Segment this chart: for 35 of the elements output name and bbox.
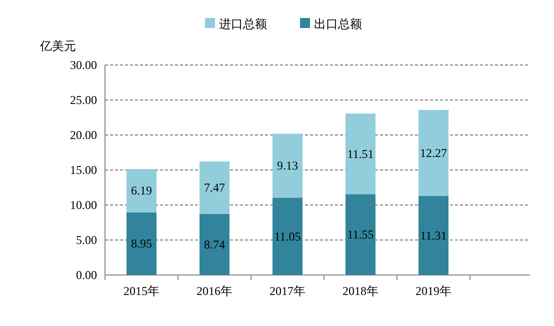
y-tick-label: 25.00 (70, 93, 97, 107)
y-tick-label: 15.00 (70, 163, 97, 177)
bar (418, 110, 448, 196)
data-label: 8.95 (131, 236, 152, 251)
bar (126, 169, 156, 212)
bar (272, 134, 302, 198)
data-label: 9.13 (277, 158, 298, 173)
data-label: 8.74 (204, 237, 225, 252)
bar (346, 194, 376, 275)
y-tick-label: 20.00 (70, 128, 97, 142)
data-label: 11.51 (347, 146, 374, 161)
bar (346, 114, 376, 194)
y-tick-label: 10.00 (70, 198, 97, 212)
data-label: 12.27 (420, 146, 447, 160)
y-axis-title: 亿美元 (39, 39, 76, 53)
y-tick-label: 0.00 (76, 268, 97, 282)
y-tick-label: 30.00 (70, 58, 97, 72)
bar (200, 162, 230, 214)
bar (272, 198, 302, 275)
x-tick-label: 2015年 (124, 284, 160, 298)
x-tick-label: 2016年 (196, 284, 232, 298)
legend-label: 出口总额 (314, 17, 362, 31)
data-label: 11.05 (274, 229, 301, 244)
data-label: 7.47 (204, 180, 225, 195)
x-tick-label: 2019年 (416, 284, 452, 298)
x-tick-label: 2018年 (342, 284, 378, 298)
data-label: 6.19 (131, 184, 152, 198)
y-tick-label: 5.00 (76, 233, 97, 247)
data-label: 11.55 (347, 228, 374, 242)
bar (200, 214, 230, 275)
bar (418, 196, 448, 275)
bar (126, 212, 156, 275)
data-label: 11.31 (420, 228, 447, 242)
x-tick-label: 2017年 (270, 284, 306, 298)
legend-label: 进口总额 (219, 17, 267, 31)
